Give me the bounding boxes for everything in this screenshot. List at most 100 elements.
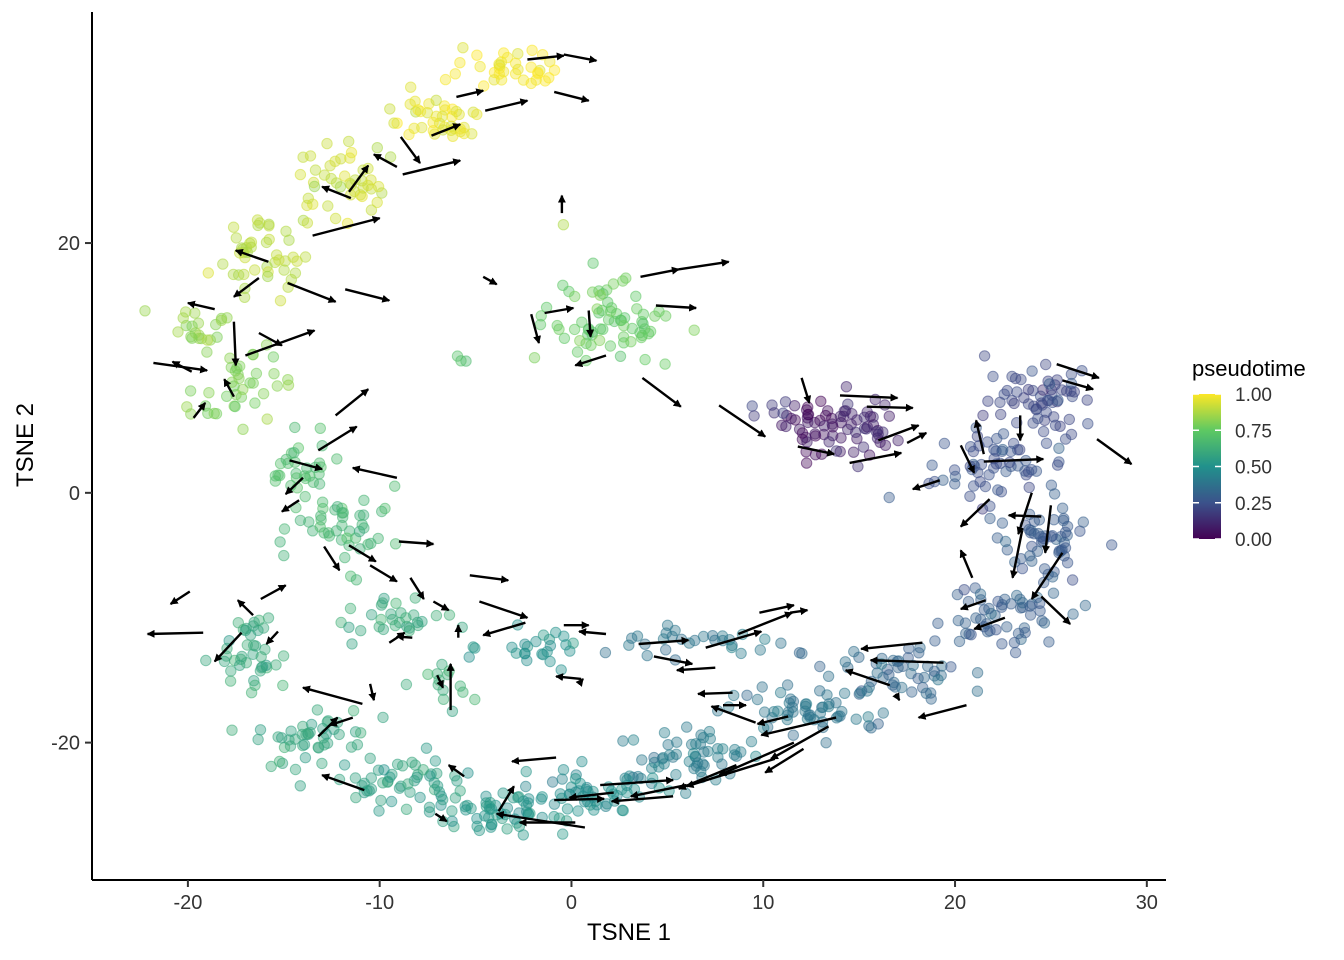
data-point [1024,609,1037,621]
x-tick-label: 0 [566,892,577,914]
data-points [139,42,1118,841]
data-point [648,751,660,764]
data-point [627,734,640,746]
data-point [314,422,326,434]
data-point [486,818,498,830]
x-tick-label: 10 [752,892,774,914]
data-point [649,310,661,322]
data-point [457,42,469,54]
data-point [748,410,760,422]
data-point [484,803,496,815]
data-point [688,324,700,336]
data-point [177,312,189,324]
data-point [247,377,259,389]
data-point [658,727,671,739]
data-point [358,777,370,789]
velocity-arrow [398,539,435,548]
data-point [335,153,347,165]
data-point [520,765,532,778]
data-point [233,372,245,385]
data-point [785,412,797,425]
data-point [642,328,655,340]
data-point [339,170,351,182]
data-point [965,629,977,641]
legend-tick-label: 0.00 [1235,530,1272,551]
data-point [1040,358,1052,371]
data-point [1049,419,1062,431]
data-point [697,630,710,643]
data-point [990,624,1002,636]
data-point [318,169,331,181]
velocity-arrow [281,499,300,513]
data-point [439,73,452,86]
velocity-arrow [574,354,607,368]
data-point [932,617,944,629]
data-point [450,105,462,118]
velocity-arrow [1030,552,1064,600]
data-point [248,639,260,652]
data-point [888,676,900,689]
data-point [1008,397,1020,410]
data-point [376,187,388,199]
data-point [262,266,274,278]
data-point [597,323,609,335]
data-point [567,637,579,649]
data-point [355,625,367,637]
data-point [688,762,700,775]
velocity-arrow [436,674,445,689]
data-point [823,436,835,448]
data-point [1001,384,1013,397]
data-point [1015,633,1027,645]
data-point [297,720,309,733]
data-point [391,117,403,129]
data-point [557,219,570,231]
data-point [641,649,653,662]
data-point [405,81,417,93]
data-point [240,657,253,669]
data-point [215,314,228,326]
data-point [1034,597,1046,609]
data-point [517,829,529,841]
legend-ticks: 1.00 0.75 0.50 0.25 0.00 [1193,385,1272,551]
data-point [430,609,443,622]
data-point [827,429,839,442]
data-point [283,234,295,246]
data-point [842,423,854,436]
data-point [218,655,231,668]
velocity-arrow [578,628,607,637]
data-point [1009,646,1022,659]
data-point [660,644,672,656]
velocity-arrow [563,53,598,64]
data-point [388,117,400,129]
data-point [252,733,264,746]
velocity-arrow [399,136,421,164]
velocity-arrow [906,431,928,444]
data-point [321,137,333,150]
data-point [341,532,353,544]
data-point [307,176,320,189]
color-legend: pseudotime 1.00 0.75 0.50 0.25 0.00 [1192,356,1306,551]
data-point [847,446,860,458]
velocity-arrow [1042,505,1053,554]
velocity-arrow [959,444,976,474]
data-point [446,705,459,717]
velocity-arrow [146,629,204,638]
data-point [307,198,319,210]
data-point [377,623,390,636]
data-point [1027,417,1039,429]
data-point [596,304,608,317]
data-point [587,257,599,269]
data-point [317,722,329,735]
data-point [997,428,1010,440]
data-point [775,637,787,649]
data-point [754,644,766,656]
data-point [1051,459,1064,471]
data-point [263,220,275,232]
velocity-arrow [456,88,485,99]
data-point [304,150,317,162]
data-point [255,651,267,663]
data-point [618,320,630,332]
data-point [483,811,495,824]
y-tick-label: 0 [69,483,80,505]
data-point [465,802,477,815]
